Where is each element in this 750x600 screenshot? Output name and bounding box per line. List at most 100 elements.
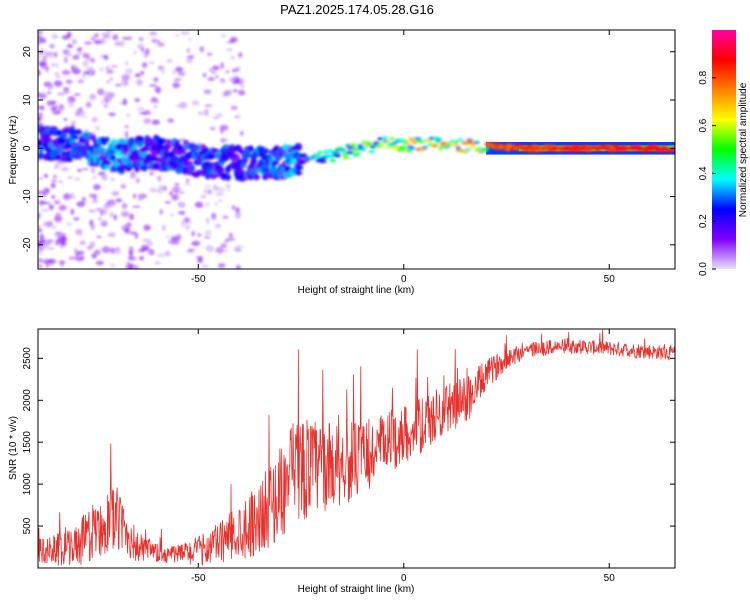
spectrogram-noise-blob	[113, 214, 118, 221]
spectrogram-noise-blob	[220, 243, 228, 249]
spectrogram-noise-blob	[136, 79, 143, 86]
spectrogram-y-tick-label: 10	[22, 94, 33, 106]
spectrogram-noise-blob	[179, 101, 188, 109]
spectrogram-noise-blob	[156, 40, 161, 44]
spectrogram-noise-blob	[82, 52, 87, 59]
spectrogram-ridge-blob	[209, 172, 218, 180]
spectrogram-noise-blob	[191, 101, 200, 106]
spectrogram-noise-blob	[191, 230, 196, 237]
spectrogram-noise-blob	[97, 171, 106, 176]
spectrogram-noise-blob	[55, 75, 62, 78]
spectrogram-noise-blob	[80, 255, 85, 261]
spectrogram-ridge-blob	[236, 164, 243, 172]
spectrogram-y-tick-label: -10	[22, 189, 33, 204]
spectrogram-ridge-blob	[136, 135, 144, 144]
spectrogram-ridge-blob	[388, 136, 395, 141]
spectrogram-noise-blob	[132, 193, 137, 199]
spectrogram-ridge-blob	[404, 141, 411, 146]
spectrogram-noise-blob	[38, 225, 41, 229]
spectrogram-noise-blob	[226, 48, 233, 52]
spectrogram-noise-blob	[219, 138, 229, 142]
spectrogram-ridge-blob	[143, 165, 149, 170]
spectrogram-noise-blob	[86, 53, 90, 60]
spectrogram-noise-blob	[46, 100, 55, 107]
spectrogram-noise-blob	[38, 264, 43, 268]
spectrogram-noise-blob	[66, 222, 73, 226]
spectrogram-noise-blob	[183, 217, 191, 224]
spectrogram-noise-blob	[80, 114, 89, 118]
spectrogram-noise-blob	[170, 213, 174, 217]
spectrogram-noise-blob	[106, 69, 114, 74]
spectrogram-noise-blob	[68, 256, 75, 260]
spectrogram-ridge-blob	[482, 147, 489, 152]
spectrogram-ridge-blob	[282, 143, 289, 151]
spectrogram-noise-blob	[89, 209, 95, 213]
spectrogram-noise-blob	[179, 138, 186, 142]
spectrogram-noise-blob	[129, 231, 137, 235]
spectrogram-noise-blob	[203, 89, 212, 95]
spectrogram-noise-blob	[185, 179, 190, 183]
spectrogram-noise-blob	[103, 91, 112, 99]
spectrogram-noise-blob	[70, 192, 75, 198]
spectrogram-noise-blob	[151, 38, 157, 43]
spectrogram-noise-blob	[51, 225, 57, 230]
spectrogram-noise-blob	[51, 111, 61, 115]
spectrogram-ridge-blob	[88, 134, 97, 141]
spectrogram-noise-blob	[120, 183, 127, 189]
spectrogram-noise-blob	[186, 58, 193, 64]
spectrogram-noise-blob	[62, 49, 70, 54]
spectrogram-noise-blob	[106, 30, 113, 34]
spectrogram-noise-blob	[139, 256, 145, 261]
spectrogram-noise-blob	[149, 171, 154, 176]
spectrogram-noise-blob	[111, 191, 120, 196]
spectrogram-noise-blob	[227, 40, 234, 44]
spectrogram-noise-blob	[215, 192, 224, 196]
spectrogram-noise-blob	[153, 77, 159, 83]
spectrogram-noise-blob	[124, 125, 130, 129]
spectrogram-noise-blob	[148, 61, 155, 64]
snr-panel: -50 0 50 500 1000 1500 2000 2500 Height of str…	[8, 328, 676, 595]
spectrogram-noise-blob	[171, 186, 181, 193]
spectrogram-noise-blob	[188, 37, 192, 42]
spectrogram-noise-blob	[67, 176, 73, 179]
spectrogram-panel: -50 0 50 -20 -10 0 10 20 Height of straight li…	[8, 29, 676, 296]
spectrogram-noise-blob	[138, 37, 144, 41]
spectrogram-noise-blob	[113, 248, 121, 255]
spectrogram-noise-blob	[137, 43, 145, 50]
spectrogram-noise-blob	[95, 207, 105, 212]
spectrogram-noise-blob	[234, 115, 241, 119]
spectrogram-noise-blob	[159, 183, 163, 191]
spectrogram-ridge-blob	[188, 164, 196, 172]
spectrogram-noise-blob	[203, 188, 207, 195]
spectrogram-noise-blob	[51, 194, 56, 199]
spectrogram-noise-blob	[70, 208, 75, 215]
spectrogram-ridge-blob	[156, 144, 164, 151]
spectrogram-noise-blob	[95, 260, 104, 265]
spectrogram-noise-blob	[39, 245, 48, 250]
spectrogram-noise-blob	[173, 78, 182, 81]
snr-frame	[37, 328, 676, 569]
spectrogram-noise-blob	[175, 66, 184, 73]
spectrogram-noise-blob	[39, 61, 48, 67]
spectrogram-noise-blob	[177, 201, 186, 208]
spectrogram-noise-blob	[73, 217, 80, 221]
spectrogram-noise-blob	[40, 105, 45, 111]
spectrogram-ridge-blob	[333, 153, 342, 158]
spectrogram-noise-blob	[143, 118, 151, 124]
spectrogram-ridge-blob	[104, 136, 110, 143]
spectrogram-noise-blob	[85, 66, 95, 70]
spectrogram-ridge-blob	[299, 160, 307, 165]
spectrogram-ridge-blob	[194, 144, 202, 151]
spectrogram-noise-blob	[138, 112, 146, 115]
spectrogram-ridge-blob	[74, 129, 83, 135]
spectrogram-noise-blob	[122, 98, 128, 106]
spectrogram-noise-blob	[68, 100, 75, 108]
spectrogram-ridge-blob	[174, 139, 181, 147]
colorbar-tick-label: 0.8	[698, 70, 709, 84]
spectrogram-ridge-blob	[264, 148, 270, 154]
spectrogram-ridge-blob	[464, 147, 472, 152]
spectrogram-noise-blob	[63, 118, 68, 121]
spectrogram-ridge-blob	[59, 137, 66, 144]
spectrogram-noise-blob	[58, 204, 67, 211]
spectrogram-ridge-blob	[416, 139, 425, 144]
